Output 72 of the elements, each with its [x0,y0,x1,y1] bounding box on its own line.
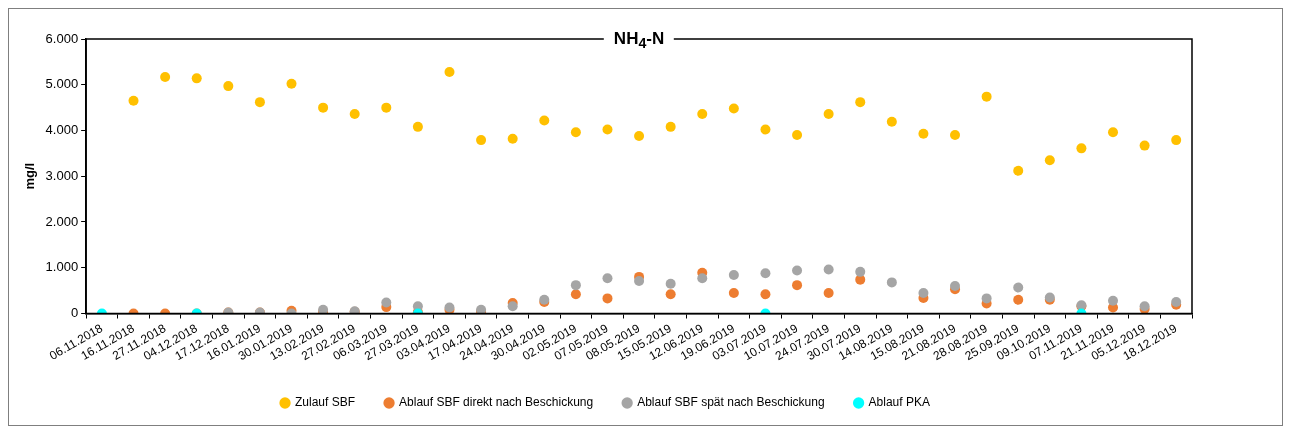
point [507,133,518,144]
point [570,289,581,300]
point [792,130,803,141]
y-tick-label: 3.000 [45,167,79,183]
point [823,287,834,298]
point [381,102,392,113]
point [191,73,202,84]
point [444,66,455,77]
point [981,91,992,102]
point [570,127,581,138]
point [1076,143,1087,154]
point [886,116,897,127]
point [1171,135,1182,146]
point [286,78,297,89]
point [634,276,645,287]
point [381,297,392,308]
legend-label: Ablauf SBF spät nach Beschickung [637,395,825,410]
point [602,273,613,284]
y-tick-label: 1.000 [45,259,79,275]
point [1044,155,1055,166]
point [823,264,834,275]
point [1108,127,1119,138]
point [665,278,676,289]
point [602,124,613,135]
point [918,287,929,298]
y-tick-label: 0 [70,305,79,321]
point [792,265,803,276]
point [760,124,771,135]
point [823,109,834,120]
point [160,71,171,82]
point [697,109,708,120]
point [602,293,613,304]
legend-label: Zulauf SBF [295,395,356,410]
point [570,280,581,291]
point [855,266,866,277]
y-tick-label: 5.000 [45,76,79,92]
point [728,270,739,281]
point [254,97,265,108]
point [886,277,897,288]
point [950,130,961,141]
point [128,95,139,106]
point [981,293,992,304]
legend-label: Ablauf SBF direkt nach Beschickung [399,395,594,410]
point [760,268,771,279]
point [760,289,771,300]
point [918,128,929,139]
chart-title: NH$_{4}$-N [603,27,675,54]
legend-label: Ablauf PKA [868,395,930,410]
point [412,121,423,132]
point [634,130,645,141]
point [792,280,803,291]
point [1013,282,1024,293]
point [855,97,866,108]
point [539,115,550,126]
point [1139,140,1150,151]
y-tick-label: 4.000 [45,122,79,138]
point [728,103,739,114]
point [1108,295,1119,306]
point [1013,294,1024,305]
point [665,121,676,132]
point [1013,165,1024,176]
point [223,81,234,92]
y-tick-label: 6.000 [45,30,79,46]
point [665,289,676,300]
point [318,102,329,113]
point [728,287,739,298]
point [476,135,487,146]
y-axis-title: mg/l [22,162,38,190]
point [349,109,360,120]
y-tick-label: 2.000 [45,213,79,229]
point [697,273,708,284]
point [507,301,518,312]
